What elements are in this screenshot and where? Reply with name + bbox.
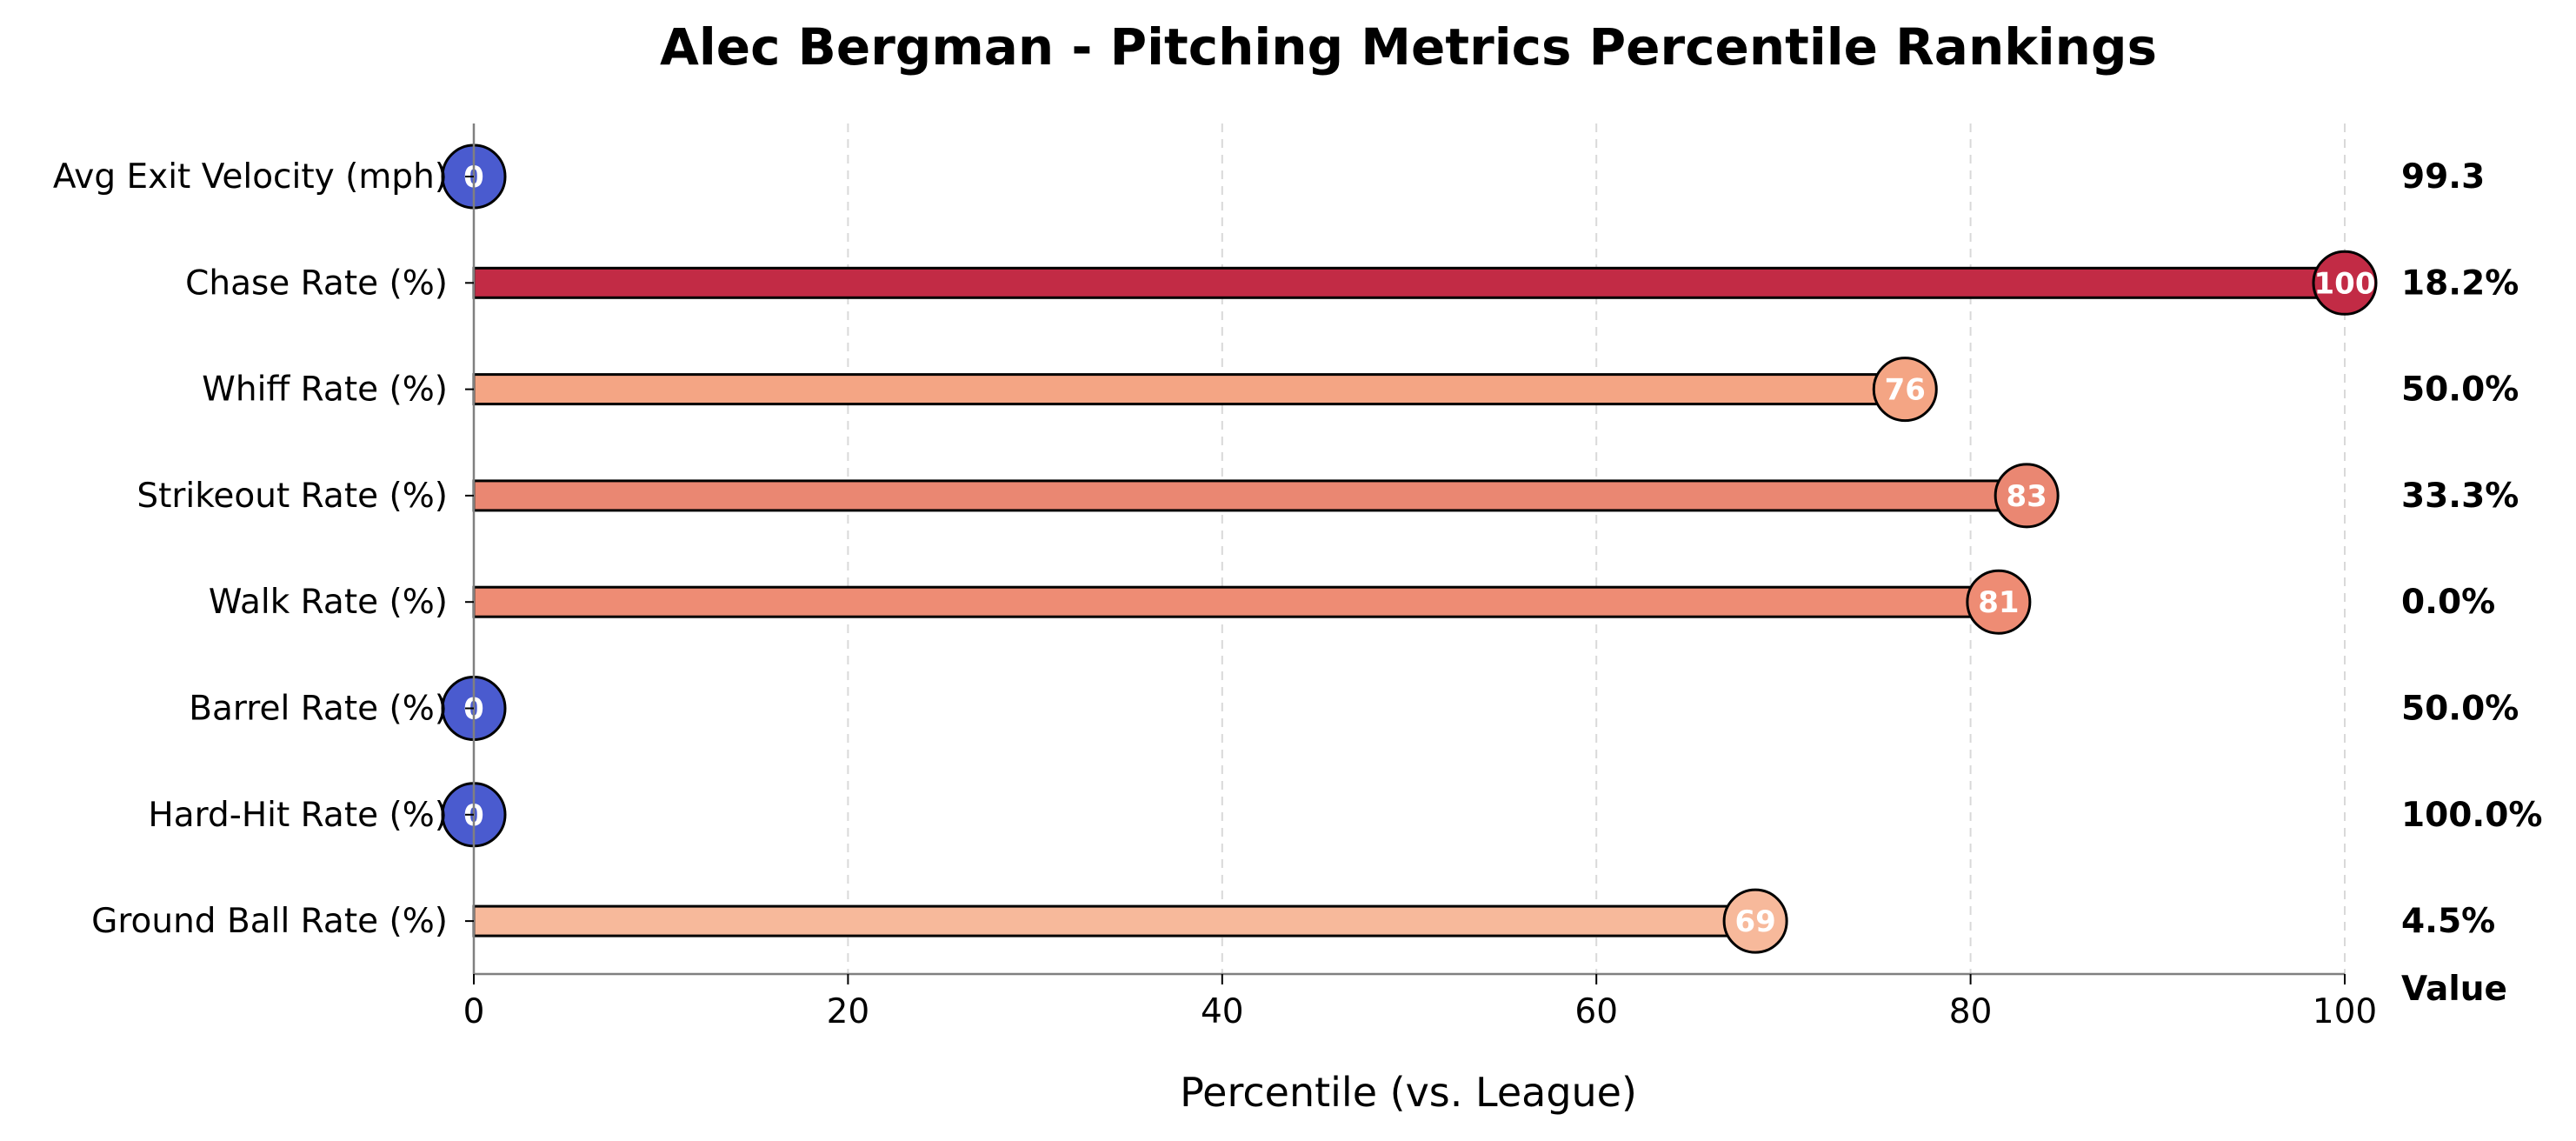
chart-title: Alec Bergman - Pitching Metrics Percenti…: [660, 17, 2157, 77]
x-axis-label: Percentile (vs. League): [1180, 1069, 1637, 1116]
raw-value-label: 99.3: [2401, 157, 2485, 197]
value-column: 99.3 18.2% 50.0% 33.3% 0.0% 50.0% 100.0% 4.5%: [2401, 157, 2542, 941]
x-tick-label: 60: [1574, 992, 1618, 1031]
raw-value-label: 50.0%: [2401, 370, 2519, 410]
percentile-marker: [1966, 569, 2032, 635]
raw-value-label: 100.0%: [2401, 796, 2542, 835]
category-labels: Avg Exit Velocity (mph) Chase Rate (%) Whi…: [53, 157, 448, 941]
category-label: Strikeout Rate (%): [136, 477, 448, 516]
bar: [472, 585, 2000, 618]
category-label: Whiff Rate (%): [202, 370, 448, 410]
raw-value-label: 50.0%: [2401, 690, 2519, 729]
percentile-marker-label: 100: [2314, 266, 2376, 301]
raw-value-label: 4.5%: [2401, 902, 2495, 941]
x-tick-label: 100: [2313, 992, 2377, 1031]
percentile-marker-label: 83: [2006, 479, 2047, 514]
category-label: Ground Ball Rate (%): [91, 902, 448, 941]
percentile-marker: [1994, 463, 2060, 529]
x-tick-label: 80: [1949, 992, 1993, 1031]
axes: [472, 123, 2345, 976]
percentile-marker: [1722, 888, 1788, 954]
percentile-marker: [2312, 250, 2378, 316]
bar: [472, 479, 2028, 512]
percentile-marker-label: 69: [1734, 904, 1775, 939]
percentile-marker: [1872, 357, 1938, 423]
category-label: Avg Exit Velocity (mph): [53, 157, 448, 197]
bar: [472, 373, 1907, 406]
bar: [472, 904, 1757, 937]
x-tick-label: 40: [1201, 992, 1244, 1031]
raw-value-label: 33.3%: [2401, 477, 2519, 516]
value-column-header: Value: [2401, 970, 2507, 1009]
grid-lines: [473, 123, 2346, 974]
percentile-marker-label: 81: [1978, 585, 2019, 620]
x-tick-label: 0: [463, 992, 485, 1031]
category-label: Barrel Rate (%): [189, 690, 448, 729]
raw-value-label: 18.2%: [2401, 264, 2519, 303]
category-label: Chase Rate (%): [185, 264, 448, 303]
category-label: Walk Rate (%): [209, 583, 448, 622]
x-ticks: 0 20 40 60 80 100: [463, 176, 2377, 1031]
raw-value-label: 0.0%: [2401, 583, 2495, 622]
x-tick-label: 20: [827, 992, 870, 1031]
bar: [472, 266, 2346, 299]
bars: 01007683810069: [441, 143, 2378, 954]
percentile-marker-label: 76: [1885, 373, 1926, 408]
category-label: Hard-Hit Rate (%): [148, 796, 448, 835]
